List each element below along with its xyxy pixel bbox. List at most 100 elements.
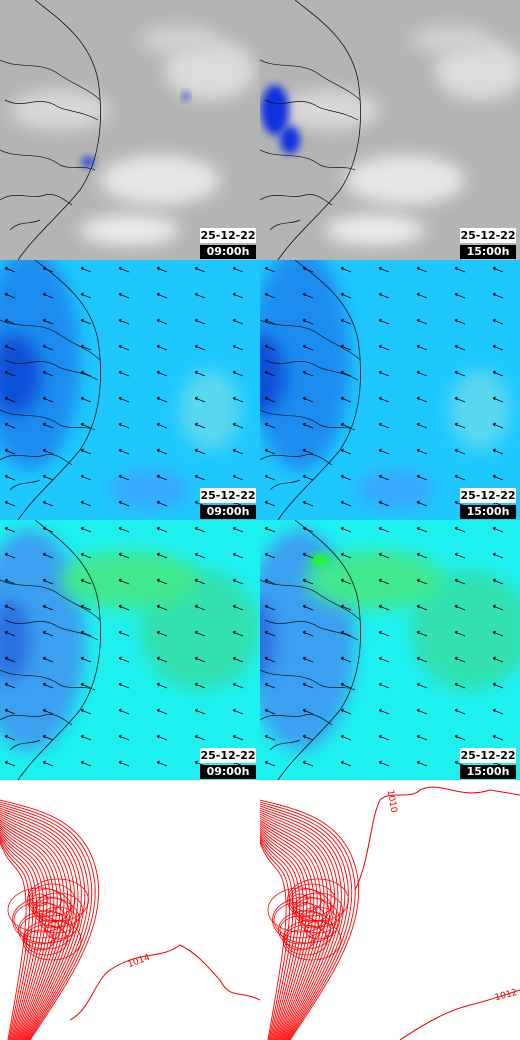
field-blob (280, 90, 380, 130)
map-panel: 25-12-22 09:00h (0, 260, 260, 520)
date-label: 25-12-22 (460, 749, 515, 762)
isobar (260, 811, 339, 1040)
wind-arrow (340, 448, 352, 455)
wind-arrow (118, 422, 130, 429)
wind-arrow (492, 604, 504, 611)
wind-arrow (232, 682, 244, 689)
border-line (269, 219, 301, 231)
border-line (9, 479, 41, 491)
isobar (260, 803, 353, 1040)
wind-arrow (194, 396, 206, 403)
wind-arrow (156, 344, 168, 351)
wind-arrow (156, 630, 168, 637)
wind-arrow (416, 526, 428, 533)
time-box (200, 245, 256, 259)
coastline (277, 520, 361, 780)
date-label: 25-12-22 (200, 489, 255, 502)
wind-arrow (42, 656, 54, 663)
border-line (9, 219, 41, 231)
wind-arrow (340, 760, 352, 767)
wind-arrow (80, 292, 92, 299)
field-blob (305, 550, 445, 610)
wind-arrow (4, 344, 16, 351)
isobar (0, 821, 62, 1040)
wind-arrow (340, 370, 352, 377)
isobar (293, 892, 343, 928)
wind-arrow (492, 344, 504, 351)
wind-arrow (492, 396, 504, 403)
wind-arrow (156, 292, 168, 299)
wind-arrow (194, 708, 206, 715)
wind-arrow (454, 526, 466, 533)
wind-arrow (4, 396, 16, 403)
time-label: 09:00h (207, 245, 250, 258)
wind-arrow (156, 370, 168, 377)
wind-arrow (42, 630, 54, 637)
wind-arrow (232, 474, 244, 481)
wind-arrow (492, 318, 504, 325)
wind-arrow (232, 526, 244, 533)
wind-arrow (42, 318, 54, 325)
wind-arrow (232, 448, 244, 455)
wind-arrow (80, 448, 92, 455)
border-line (260, 714, 333, 726)
field-blob (260, 260, 350, 470)
date-label: 25-12-22 (460, 229, 515, 242)
isobar (272, 896, 340, 944)
wind-arrow (156, 656, 168, 663)
wind-arrow (194, 422, 206, 429)
wind-arrow (416, 500, 428, 507)
wind-arrow (302, 552, 314, 559)
isobar (279, 915, 321, 945)
map-panel: 25-12-22 15:00h (260, 260, 520, 520)
wind-arrow (118, 474, 130, 481)
isobar (260, 801, 356, 1040)
wind-arrow (302, 422, 314, 429)
wind-arrow (194, 448, 206, 455)
wind-arrow (156, 760, 168, 767)
wind-arrow (156, 578, 168, 585)
date-box (460, 228, 516, 243)
wind-arrow (378, 500, 390, 507)
wind-arrow (80, 344, 92, 351)
wind-arrow (492, 370, 504, 377)
date-label: 25-12-22 (200, 749, 255, 762)
wind-arrow (492, 266, 504, 273)
isobar (287, 878, 349, 922)
field-blob (180, 370, 240, 450)
isobar (260, 813, 335, 1040)
wind-arrow (340, 604, 352, 611)
isobar (294, 897, 330, 923)
wind-arrow (340, 526, 352, 533)
wind-arrow (416, 682, 428, 689)
wind-arrow (42, 500, 54, 507)
wind-arrow (416, 708, 428, 715)
wind-arrow (118, 500, 130, 507)
time-box (460, 245, 516, 259)
wind-arrow (378, 552, 390, 559)
date-label: 25-12-22 (200, 229, 255, 242)
wind-arrow (492, 734, 504, 741)
wind-arrow (416, 318, 428, 325)
wind-arrow (118, 396, 130, 403)
wind-arrow (416, 396, 428, 403)
wind-arrow (80, 656, 92, 663)
wind-arrow (302, 760, 314, 767)
wind-arrow (492, 708, 504, 715)
wind-arrow (80, 734, 92, 741)
wind-arrow (118, 708, 130, 715)
isobar (260, 815, 332, 1040)
wind-arrow (264, 318, 276, 325)
wind-arrow (454, 370, 466, 377)
field-blob (345, 155, 465, 205)
wind-arrow (118, 630, 130, 637)
field-blob (110, 470, 190, 510)
field-blob (140, 25, 220, 55)
wind-arrow (42, 370, 54, 377)
wind-arrow (156, 500, 168, 507)
wind-arrow (80, 500, 92, 507)
wind-arrow (232, 370, 244, 377)
wind-arrow (454, 318, 466, 325)
wind-arrow (118, 526, 130, 533)
